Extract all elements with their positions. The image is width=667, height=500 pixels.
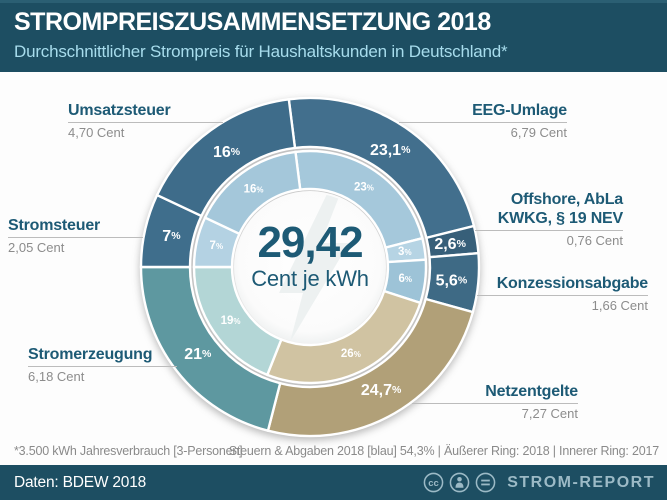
callout-line <box>399 122 567 123</box>
ring-2017 <box>192 149 428 385</box>
segment-pct-2018-konzessionsabgabe: 5,6% <box>436 272 468 289</box>
callout-label-line1: Offshore, AbLa <box>510 191 623 208</box>
cc-icon[interactable]: cc <box>423 472 444 493</box>
callout-value: 2,05 Cent <box>8 240 65 255</box>
callout-offshore: Offshore, AbLa KWKG, § 19 NEV 0,76 Cent <box>475 190 623 248</box>
callout-label: Netzentgelte <box>485 383 578 400</box>
callout-eeg-umlage: EEG-Umlage 6,79 Cent <box>399 101 567 140</box>
footnote-rings: Steuern & Abgaben 2018 [blau] 54,3% | Äu… <box>228 444 659 458</box>
callout-konzessionsabgabe: Konzessionsabgabe 1,66 Cent <box>477 274 648 313</box>
segment-2017-umsatzsteuer <box>203 150 302 236</box>
segment-pct-2018-umsatzsteuer: 16% <box>213 144 241 161</box>
cc-by-person-icon[interactable] <box>449 472 470 493</box>
cc-nd-equal-icon[interactable] <box>475 472 496 493</box>
brand-box: cc STROM-REPORT <box>423 465 655 500</box>
segment-pct-2017-stromerzeugung: 19% <box>221 315 241 327</box>
callout-line <box>8 237 143 238</box>
segment-pct-2017-stromsteuer: 7% <box>210 240 224 252</box>
callout-line <box>475 230 623 231</box>
segment-pct-2018-offshore-abla: 2,6% <box>434 235 466 252</box>
callout-value: 7,27 Cent <box>521 406 578 421</box>
callout-line <box>68 122 223 123</box>
callout-label: Umsatzsteuer <box>68 102 171 119</box>
lightning-bolt-icon <box>279 194 349 341</box>
callout-label-line2: KWKG, § 19 NEV <box>497 210 623 227</box>
segment-pct-2018-stromsteuer: 7% <box>162 228 181 245</box>
segment-pct-2018-stromerzeugung: 21% <box>184 346 212 363</box>
segment-pct-2018-eeg-umlage: 23,1% <box>370 141 411 158</box>
segment-pct-2017-konzessionsabgabe: 6% <box>398 273 412 285</box>
page-subtitle: Durchschnittlicher Strompreis für Hausha… <box>14 42 508 61</box>
callout-value: 0,76 Cent <box>566 233 623 248</box>
segment-pct-2018-netzentgelte: 24,7% <box>361 381 402 398</box>
callout-line <box>28 366 177 367</box>
ring-2018-labels: 23,1% 2,6% 5,6% 24,7% 21% 7% 16% <box>162 141 468 398</box>
callout-line <box>477 295 648 296</box>
segment-pct-2017-netzentgelte: 26% <box>341 348 361 360</box>
donut-chart: 23,1% 2,6% 5,6% 24,7% 21% 7% 16% 23% 3% 6% 26% 19%… <box>139 96 481 438</box>
header: STROMPREISZUSAMMENSETZUNG 2018 Durchschn… <box>0 0 667 72</box>
callout-umsatzsteuer: Umsatzsteuer 4,70 Cent <box>68 101 223 140</box>
brand-name[interactable]: STROM-REPORT <box>507 473 655 491</box>
header-top-strip <box>0 0 667 3</box>
data-source: Daten: BDEW 2018 <box>14 474 147 491</box>
callout-label: Stromsteuer <box>8 217 101 234</box>
callout-value: 6,18 Cent <box>28 369 85 384</box>
ring-2018 <box>139 96 481 438</box>
segment-pct-2017-offshore-abla: 3% <box>398 246 412 258</box>
callout-line <box>412 403 578 404</box>
callout-label: Konzessionsabgabe <box>496 275 649 292</box>
callout-stromsteuer: Stromsteuer 2,05 Cent <box>8 216 143 255</box>
callout-stromerzeugung: Stromerzeugung 6,18 Cent <box>28 345 177 384</box>
donut-rings <box>139 96 481 438</box>
svg-text:cc: cc <box>428 478 439 489</box>
ring-2017-labels: 23% 3% 6% 26% 19% 7% 16% <box>210 182 412 360</box>
callout-value: 4,70 Cent <box>68 125 125 140</box>
callout-value: 6,79 Cent <box>510 125 567 140</box>
callout-value: 1,66 Cent <box>591 298 648 313</box>
segment-pct-2017-eeg-umlage: 23% <box>354 182 374 194</box>
callout-label: Stromerzeugung <box>28 346 153 363</box>
segment-pct-2017-umsatzsteuer: 16% <box>244 183 264 195</box>
segment-2018-umsatzsteuer <box>155 97 297 218</box>
page-title: STROMPREISZUSAMMENSETZUNG 2018 <box>14 8 491 36</box>
callout-netzentgelte: Netzentgelte 7,27 Cent <box>412 382 578 421</box>
footer-bar: Daten: BDEW 2018 cc STROM-REPORT <box>0 465 667 500</box>
footnote-consumption: *3.500 kWh Jahresverbrauch [3-Personen] <box>14 444 243 458</box>
callout-label: EEG-Umlage <box>472 102 567 119</box>
